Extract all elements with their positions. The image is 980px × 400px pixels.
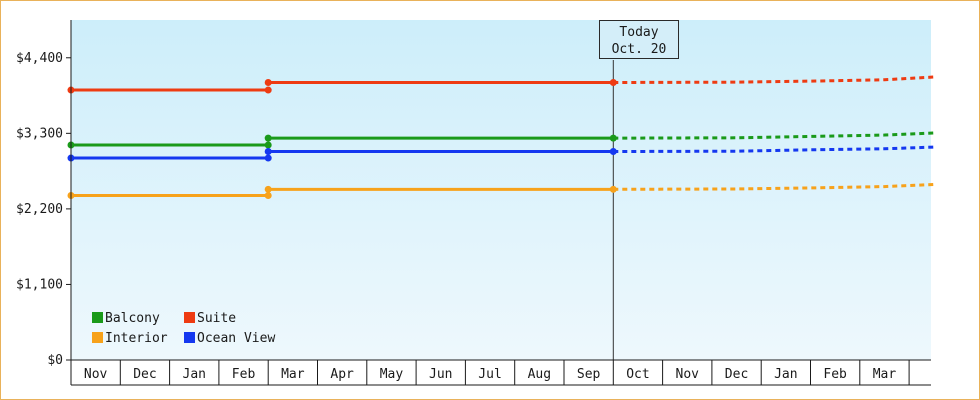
- x-tick-label: Dec: [725, 367, 748, 382]
- legend-label-ocean-view: Ocean View: [197, 331, 276, 346]
- today-label-line1: Today: [619, 25, 659, 40]
- x-tick-label: Mar: [873, 367, 897, 382]
- x-tick-label: Jul: [478, 367, 501, 382]
- point-suite-today: [609, 79, 617, 87]
- legend-label-balcony: Balcony: [105, 311, 160, 326]
- today-marker-label: Today Oct. 20: [599, 20, 679, 59]
- point-balcony-today: [609, 134, 617, 142]
- legend-label-suite: Suite: [197, 311, 237, 326]
- series-forecast-ocean-view: [613, 145, 934, 154]
- x-tick-label: Jun: [429, 367, 452, 382]
- series-forecast-balcony: [613, 131, 934, 140]
- series-forecast-suite: [613, 75, 934, 85]
- x-tick-label: Apr: [330, 367, 354, 382]
- point-ocean-view-change-after: [264, 148, 272, 156]
- y-tick-label: $1,100: [16, 277, 63, 292]
- point-balcony-change-after: [264, 134, 272, 142]
- x-tick-label: May: [380, 367, 404, 382]
- x-tick-label: Oct: [626, 367, 649, 382]
- x-tick-label: Dec: [133, 367, 156, 382]
- legend-swatch-ocean-view: [184, 332, 195, 343]
- legend-item-ocean-view: Ocean View: [184, 331, 275, 349]
- y-tick-label: $0: [47, 353, 63, 368]
- legend-swatch-balcony: [92, 312, 103, 323]
- x-tick-label: Nov: [676, 367, 700, 382]
- x-tick-label: Nov: [84, 367, 108, 382]
- point-suite-change-before: [264, 86, 272, 94]
- y-tick-label: $2,200: [16, 202, 63, 217]
- series-forecast-interior: [613, 183, 934, 191]
- legend-label-interior: Interior: [105, 331, 168, 346]
- point-ocean-view-today: [609, 148, 617, 156]
- x-tick-label: Mar: [281, 367, 305, 382]
- legend-item-balcony: Balcony: [92, 311, 160, 329]
- x-tick-label: Jan: [774, 367, 797, 382]
- axes-layer: $0 $1,100 $2,200 $3,300 $4,400 Nov Dec Jan Feb Ma…: [16, 20, 931, 386]
- legend-swatch-suite: [184, 312, 195, 323]
- y-tick-label: $3,300: [16, 126, 63, 141]
- x-tick-label: Aug: [528, 367, 551, 382]
- x-tick-label: Feb: [823, 367, 847, 382]
- point-interior-change-after: [264, 185, 272, 193]
- legend-item-interior: Interior: [92, 331, 168, 349]
- point-balcony-change-before: [264, 141, 272, 149]
- x-tick-label: Feb: [232, 367, 256, 382]
- point-suite-change-after: [264, 79, 272, 87]
- x-tick-label: Jan: [183, 367, 206, 382]
- point-interior-change-before: [264, 191, 272, 199]
- today-label-line2: Oct. 20: [611, 42, 667, 57]
- point-interior-today: [609, 185, 617, 193]
- point-ocean-view-change-before: [264, 154, 272, 162]
- x-tick-label: Sep: [577, 367, 601, 382]
- legend-item-suite: Suite: [184, 311, 236, 329]
- legend-swatch-interior: [92, 332, 103, 343]
- series-layer: [67, 60, 934, 360]
- y-tick-label: $4,400: [16, 51, 63, 66]
